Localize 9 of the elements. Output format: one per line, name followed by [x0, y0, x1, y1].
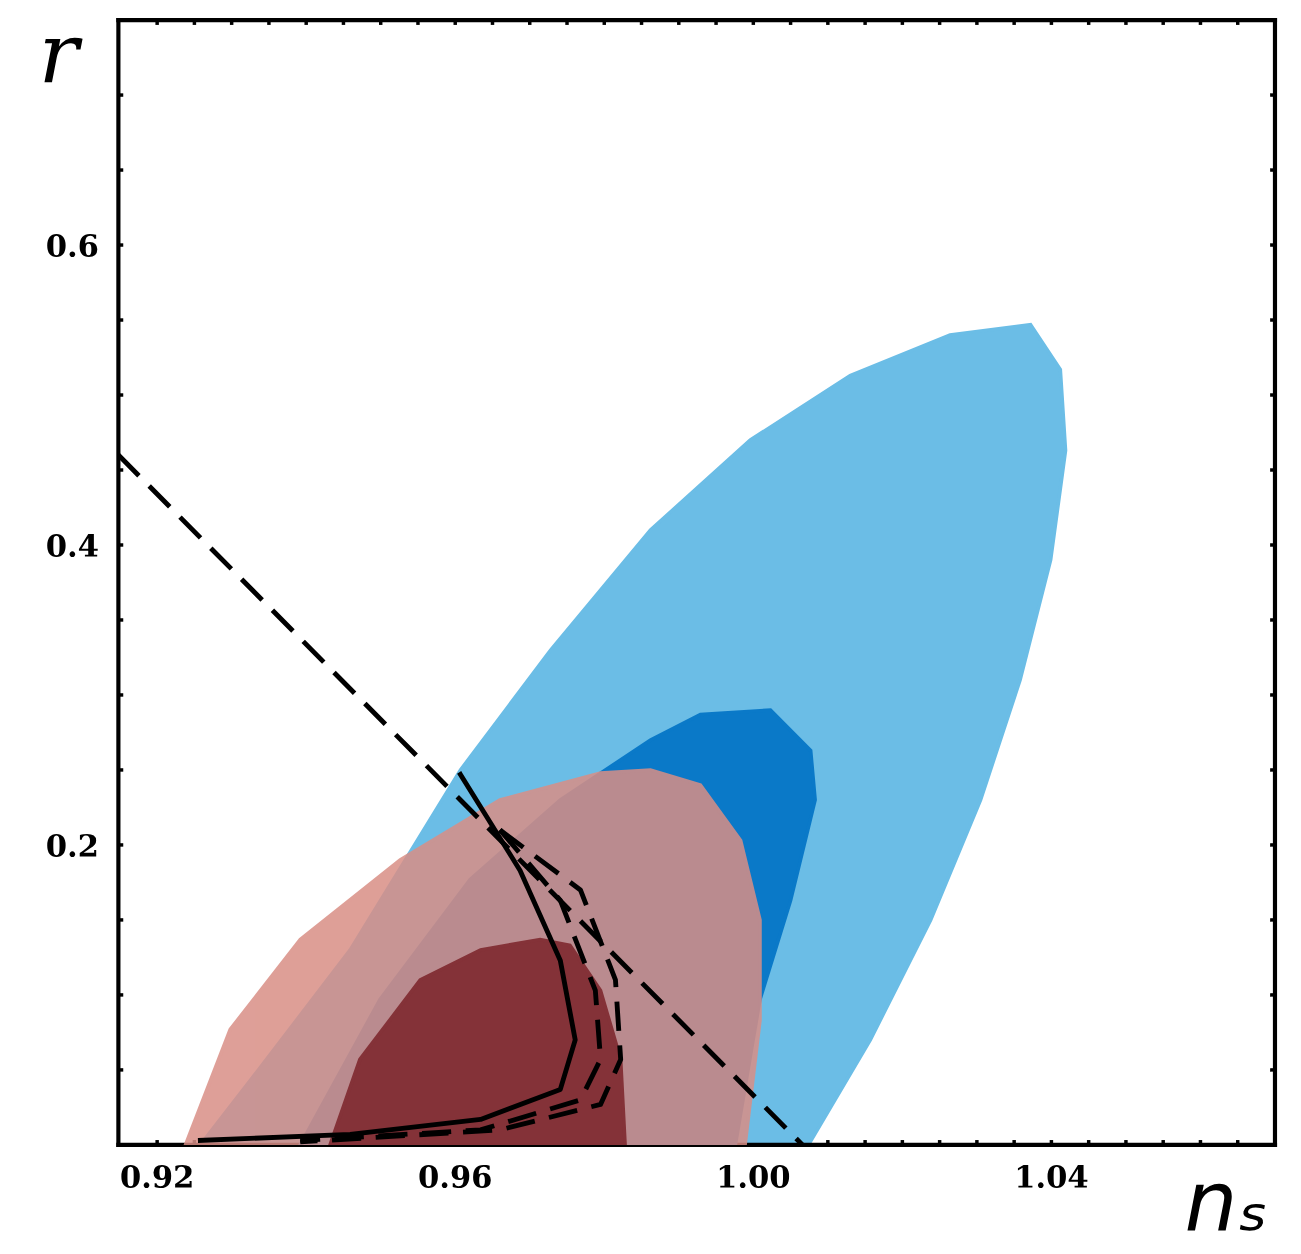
x-tick-label: 1.00: [719, 1164, 790, 1188]
y-tick-label: 0.2: [47, 833, 97, 857]
y-tick-label: 0.4: [47, 533, 98, 558]
y-tick-label: 0.6: [47, 233, 98, 258]
x-tick-label: 1.04: [1017, 1164, 1088, 1188]
y-axis-title: r: [44, 37, 83, 83]
x-tick-label: 0.96: [419, 1164, 491, 1188]
x-axis-title: nₛ: [1187, 1183, 1265, 1231]
x-tick-label: 0.92: [121, 1164, 192, 1188]
